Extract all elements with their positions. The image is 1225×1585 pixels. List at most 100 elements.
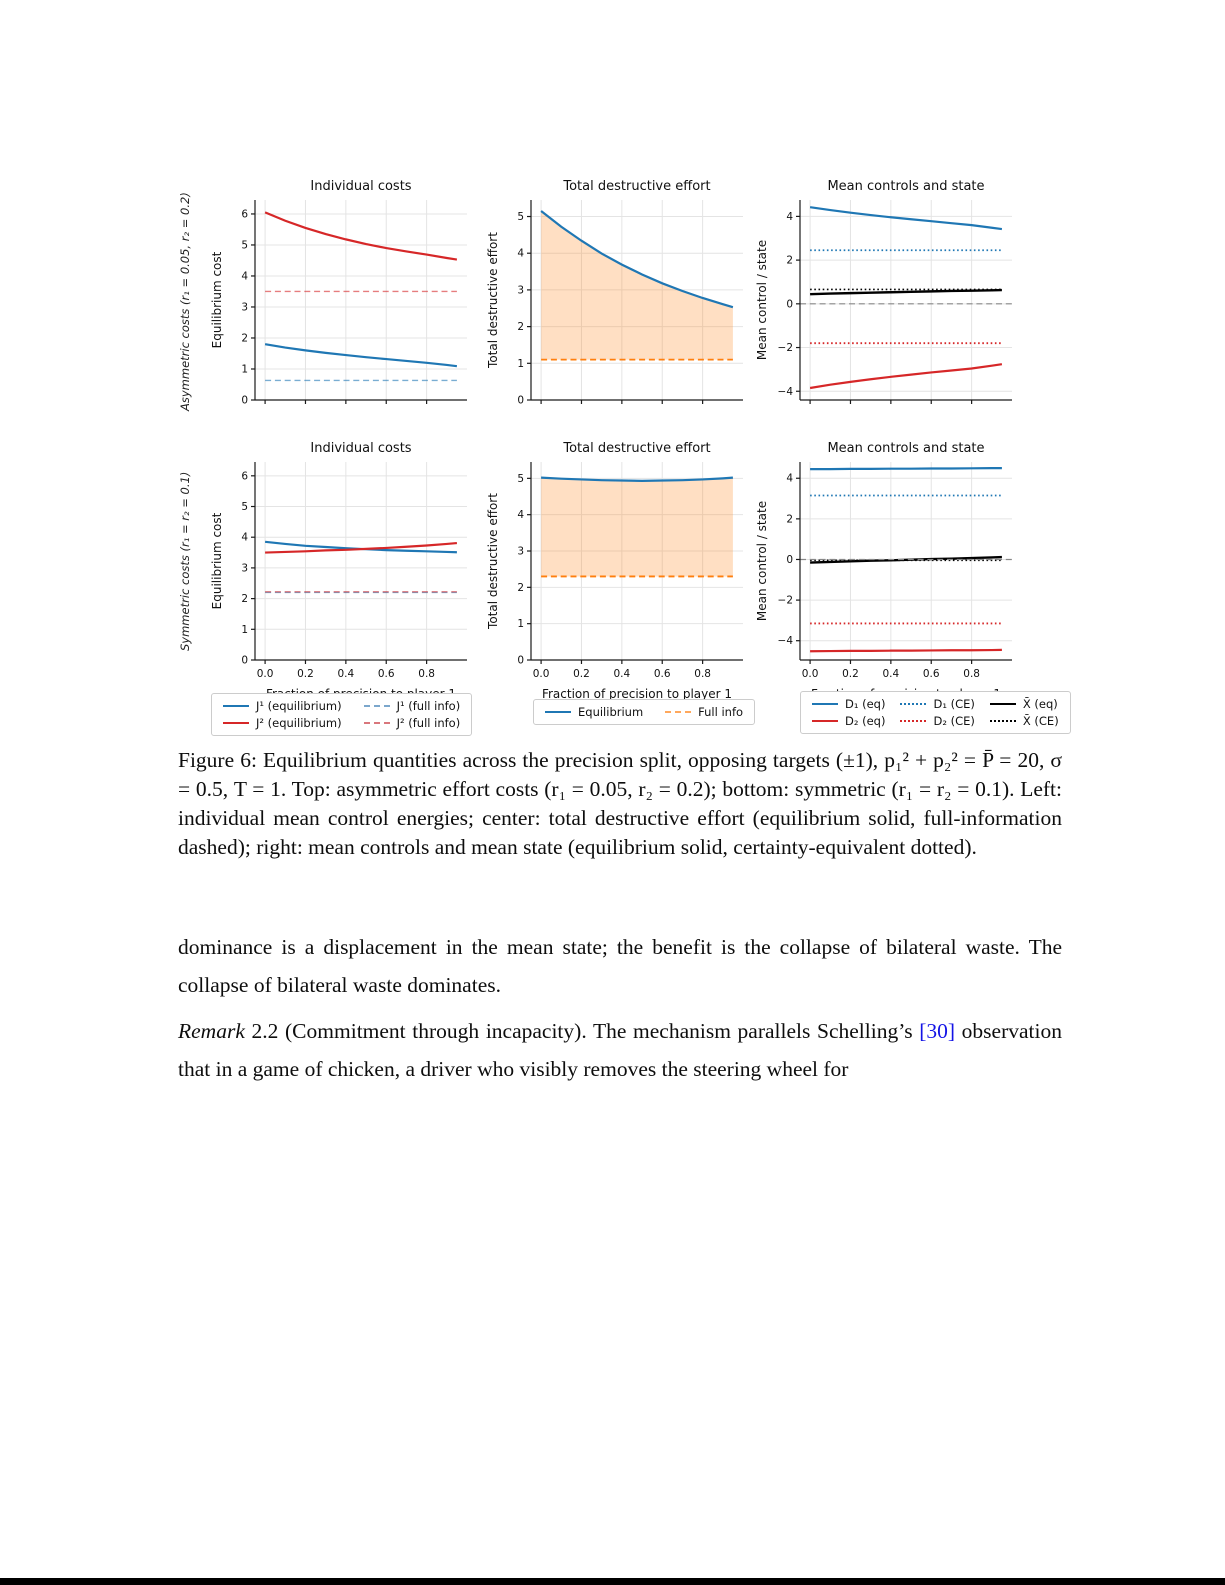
legend-label: Full info [698, 705, 744, 719]
legend-label: X̄ (eq) [1022, 697, 1058, 711]
legend-item: D₂ (eq) [812, 714, 885, 728]
svg-text:0.0: 0.0 [802, 668, 819, 680]
svg-text:Individual costs: Individual costs [310, 441, 411, 456]
svg-text:Fraction of precision to playe: Fraction of precision to player 1 [542, 687, 732, 701]
legend-swatch-dashed [665, 711, 692, 713]
svg-text:−4: −4 [778, 635, 794, 647]
legend-label: D₁ (eq) [845, 697, 886, 711]
legend-item: D₂ (CE) [900, 714, 975, 728]
svg-text:4: 4 [517, 248, 524, 260]
svg-text:4: 4 [786, 211, 793, 223]
chart-total-effort-asymmetric: 0 1 2 3 4 5 Total destructive effort Total dest… [486, 179, 743, 407]
svg-text:6: 6 [241, 208, 248, 220]
svg-text:4: 4 [517, 509, 524, 521]
svg-text:2: 2 [786, 513, 793, 525]
svg-text:Mean controls and state: Mean controls and state [827, 179, 984, 194]
figure-caption: Figure 6: Equilibrium quantities across … [178, 746, 1062, 862]
legend-item: J² (full info) [363, 716, 461, 730]
svg-text:0.6: 0.6 [378, 668, 395, 680]
svg-text:3: 3 [241, 562, 248, 574]
legend-label: J¹ (full info) [396, 699, 461, 713]
legend-swatch-dashed [363, 722, 390, 724]
svg-text:0.8: 0.8 [418, 668, 435, 680]
chart-mean-controls-symmetric: 0.0 0.2 0.4 0.6 0.8 −4 −2 0 2 4 Mean controls and … [755, 441, 1012, 701]
svg-text:0.0: 0.0 [533, 668, 550, 680]
svg-text:2: 2 [241, 332, 248, 344]
svg-text:5: 5 [517, 211, 524, 223]
figure-caption-text: Figure 6: Equilibrium quantities across … [178, 748, 1062, 859]
svg-text:0.4: 0.4 [614, 668, 631, 680]
svg-text:0.4: 0.4 [338, 668, 355, 680]
legend-swatch-solid [812, 703, 838, 705]
svg-text:Mean control / state: Mean control / state [755, 240, 769, 360]
svg-text:1: 1 [517, 618, 524, 630]
svg-text:1: 1 [241, 363, 248, 375]
svg-text:Mean control / state: Mean control / state [755, 501, 769, 621]
svg-text:1: 1 [517, 358, 524, 370]
remark-text-before-citation: 2.2 (Commitment through incapacity). The… [244, 1019, 920, 1043]
svg-text:2: 2 [786, 255, 793, 267]
legend-item: X̄ (CE) [989, 714, 1059, 728]
svg-text:0: 0 [786, 554, 793, 566]
citation-30-link[interactable]: [30] [919, 1019, 956, 1043]
svg-text:3: 3 [517, 546, 524, 558]
svg-text:4: 4 [786, 473, 793, 485]
legend-total-effort: Equilibrium Full info [533, 699, 756, 725]
svg-text:5: 5 [241, 239, 248, 251]
svg-text:2: 2 [517, 582, 524, 594]
svg-text:Equilibrium cost: Equilibrium cost [210, 512, 224, 609]
svg-text:6: 6 [241, 470, 248, 482]
legend-label: X̄ (CE) [1022, 714, 1059, 728]
svg-text:0: 0 [786, 298, 793, 310]
remark-label: Remark [178, 1019, 245, 1043]
svg-text:2: 2 [517, 321, 524, 333]
legend-item: D₁ (eq) [812, 697, 885, 711]
svg-text:Equilibrium cost: Equilibrium cost [210, 251, 224, 348]
figure-6: Asymmetric costs (r₁ = 0.05, r₂ = 0.2) S… [170, 172, 1071, 750]
page-bottom-bar [0, 1578, 1225, 1585]
legend-item: D₁ (CE) [900, 697, 975, 711]
chart-mean-controls-asymmetric: −4 −2 0 2 4 Mean controls and state Mean contr… [755, 179, 1012, 404]
svg-text:2: 2 [241, 593, 248, 605]
chart-individual-costs-symmetric: 0.0 0.2 0.4 0.6 0.8 0 1 2 3 4 5 6 Individual costs Eq… [210, 441, 467, 701]
svg-text:−2: −2 [778, 595, 793, 607]
legend-swatch-solid [812, 720, 838, 722]
svg-text:0.6: 0.6 [923, 668, 940, 680]
svg-text:Individual costs: Individual costs [310, 179, 411, 194]
body-paragraph-remark: Remark 2.2 (Commitment through incapacit… [178, 1012, 1062, 1088]
chart-individual-costs-asymmetric: 0 1 2 3 4 5 6 Individual costs Equilibrium cost [210, 179, 467, 407]
legend-item: J¹ (equilibrium) [223, 699, 342, 713]
legend-item: Full info [665, 705, 743, 719]
legend-label: D₁ (CE) [933, 697, 975, 711]
legend-swatch-dotted [900, 703, 927, 705]
svg-text:Total destructive effort: Total destructive effort [486, 493, 500, 630]
svg-text:0.8: 0.8 [963, 668, 980, 680]
svg-text:0: 0 [517, 395, 524, 407]
legend-item: J² (equilibrium) [223, 716, 342, 730]
legend-swatch-dotted [989, 720, 1016, 722]
svg-text:Total destructive effort: Total destructive effort [562, 179, 710, 194]
svg-text:Total destructive effort: Total destructive effort [562, 441, 710, 456]
svg-text:0: 0 [241, 655, 248, 667]
svg-text:Mean controls and state: Mean controls and state [827, 441, 984, 456]
svg-text:4: 4 [241, 270, 248, 282]
legend-label: D₂ (eq) [845, 714, 886, 728]
svg-text:4: 4 [241, 532, 248, 544]
svg-text:0.6: 0.6 [654, 668, 671, 680]
remark-text-after-citation: observation that in a game of chicken, a… [178, 1019, 1062, 1081]
svg-text:−2: −2 [778, 342, 793, 354]
svg-text:0: 0 [517, 655, 524, 667]
svg-text:3: 3 [241, 301, 248, 313]
legend-label: J² (full info) [396, 716, 461, 730]
legend-individual-costs: J¹ (equilibrium) J¹ (full info) J² (equili… [211, 693, 473, 736]
legend-item: X̄ (eq) [989, 697, 1059, 711]
svg-text:3: 3 [517, 284, 524, 296]
body-paragraph-1: dominance is a displacement in the mean … [178, 935, 1062, 997]
svg-text:0.8: 0.8 [694, 668, 711, 680]
legend-item: Equilibrium [545, 705, 643, 719]
legend-label: Equilibrium [578, 705, 644, 719]
legend-label: J² (equilibrium) [256, 716, 342, 730]
svg-text:Total destructive effort: Total destructive effort [486, 232, 500, 369]
legend-swatch-solid [223, 722, 249, 724]
